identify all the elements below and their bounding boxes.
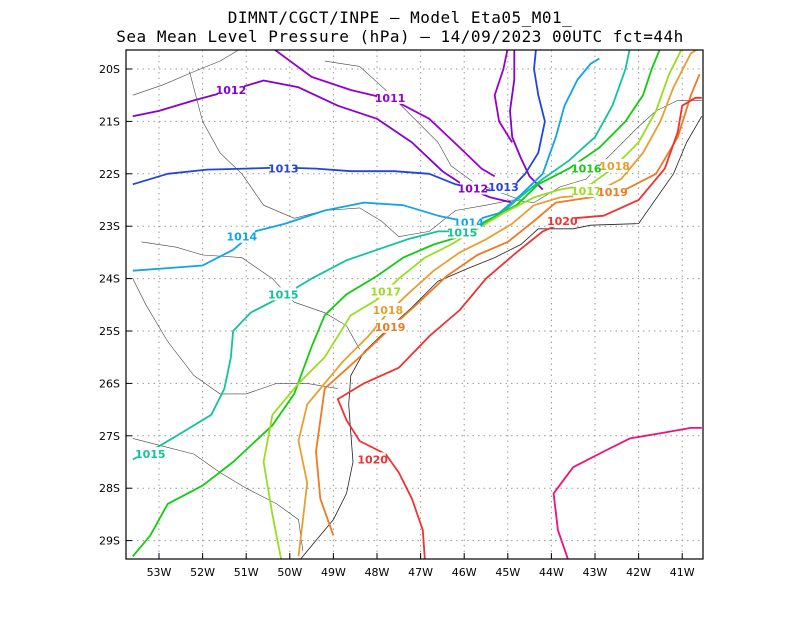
lon-tick-label: 43W xyxy=(583,566,608,579)
lon-tick-label: 41W xyxy=(670,566,695,579)
isobar-label: 1015 xyxy=(135,448,166,461)
lon-tick-label: 50W xyxy=(277,566,302,579)
isobar-label-bg xyxy=(455,215,482,229)
isobar-label: 1015 xyxy=(268,288,299,301)
isobar-label: 1014 xyxy=(227,231,258,244)
isobar-label-bg xyxy=(217,82,244,96)
isobar-label-bg xyxy=(573,161,600,175)
axis-ticks: 20S 21S 22S 23S 24S 25S 26S 27S 28S 29S 53W 52W 51W 5… xyxy=(99,63,695,579)
isobar-label: 1013 xyxy=(268,163,299,176)
isobar-label-bg xyxy=(449,225,476,239)
lon-tick-label: 47W xyxy=(408,566,433,579)
isobar-label-bg xyxy=(270,287,297,301)
lon-tick-label: 48W xyxy=(365,566,390,579)
lat-tick-label: 24S xyxy=(99,273,120,286)
plot-frame xyxy=(125,49,704,560)
lon-tick-label: 42W xyxy=(626,566,651,579)
lat-tick-label: 28S xyxy=(99,482,120,495)
lon-tick-label: 44W xyxy=(539,566,564,579)
lon-tick-label: 46W xyxy=(452,566,477,579)
isobar-label-bg xyxy=(549,213,576,227)
isobar-label: 1011 xyxy=(375,92,406,105)
isobar-1021 xyxy=(552,427,702,559)
isobar-label: 1017 xyxy=(370,286,401,299)
state-border xyxy=(189,71,513,238)
state-border xyxy=(141,241,360,350)
lat-tick-label: 26S xyxy=(99,377,120,390)
isobar-label-bg xyxy=(359,452,386,466)
isobar-1012 xyxy=(509,50,544,191)
isobar-1017 xyxy=(262,50,683,559)
isobar-label-bg xyxy=(137,447,164,461)
isobar-label: 1016 xyxy=(571,163,602,176)
state-border xyxy=(132,50,240,96)
lon-tick-label: 53W xyxy=(147,566,172,579)
state-border xyxy=(512,100,702,203)
isobar-label-bg xyxy=(601,158,628,172)
isobar-label: 1020 xyxy=(357,453,388,466)
lat-tick-label: 22S xyxy=(99,168,120,181)
isobar-label-bg xyxy=(490,179,517,193)
isobars xyxy=(132,50,702,559)
state-border xyxy=(132,278,338,395)
isobar-label-bg xyxy=(372,284,399,298)
isobar-label-bg xyxy=(228,229,255,243)
isobar-1014 xyxy=(132,57,600,272)
isobar-label: 1018 xyxy=(373,304,404,317)
isobar-1020 xyxy=(336,96,702,559)
lon-tick-label: 45W xyxy=(495,566,520,579)
lat-tick-label: 21S xyxy=(99,115,120,128)
lat-tick-label: 29S xyxy=(99,535,120,548)
lat-tick-label: 20S xyxy=(99,63,120,76)
lon-tick-label: 49W xyxy=(321,566,346,579)
isobar-label-bg xyxy=(270,161,297,175)
isobar-label-bg xyxy=(377,319,404,333)
coastline xyxy=(300,115,703,559)
isobar-label: 1018 xyxy=(599,160,630,173)
isobar-label-bg xyxy=(377,90,404,104)
isobar-label-bg xyxy=(573,184,600,198)
lon-tick-label: 52W xyxy=(190,566,215,579)
isobar-1016 xyxy=(132,50,661,557)
isobar-label: 1015 xyxy=(447,226,478,239)
isobar-1013 xyxy=(132,50,546,193)
lat-tick-label: 25S xyxy=(99,325,120,338)
isobar-label: 1012 xyxy=(216,84,247,97)
lat-tick-label: 27S xyxy=(99,430,120,443)
title-line-2: Sea Mean Level Pressure (hPa) – 14/09/20… xyxy=(116,27,684,46)
state-border xyxy=(324,60,522,201)
isobar-label: 1012 xyxy=(458,182,489,195)
isobar-1011 xyxy=(273,50,496,178)
isobar-label-bg xyxy=(459,181,486,195)
isobar-label-bg xyxy=(374,303,401,317)
lat-tick-label: 23S xyxy=(99,220,120,233)
isobar-label: 1017 xyxy=(571,185,602,198)
isobar-label: 1019 xyxy=(597,186,628,199)
lon-tick-label: 51W xyxy=(234,566,259,579)
title-line-1: DIMNT/CGCT/INPE – Model Eta05_M01_ xyxy=(227,8,573,27)
isobar-1015 xyxy=(132,50,631,461)
isobar-1019 xyxy=(315,73,701,536)
state-border xyxy=(132,438,304,552)
isobar-label-bg xyxy=(599,185,626,199)
geography xyxy=(132,50,703,559)
isobar-1018 xyxy=(297,50,699,557)
isobar-label: 1020 xyxy=(547,215,578,228)
isobar-labels: 1011101210121013101310141014101510151015… xyxy=(135,82,630,466)
isobar-1011 xyxy=(493,50,513,143)
isobar-label: 1019 xyxy=(375,321,406,334)
isobar-label: 1013 xyxy=(488,181,519,194)
